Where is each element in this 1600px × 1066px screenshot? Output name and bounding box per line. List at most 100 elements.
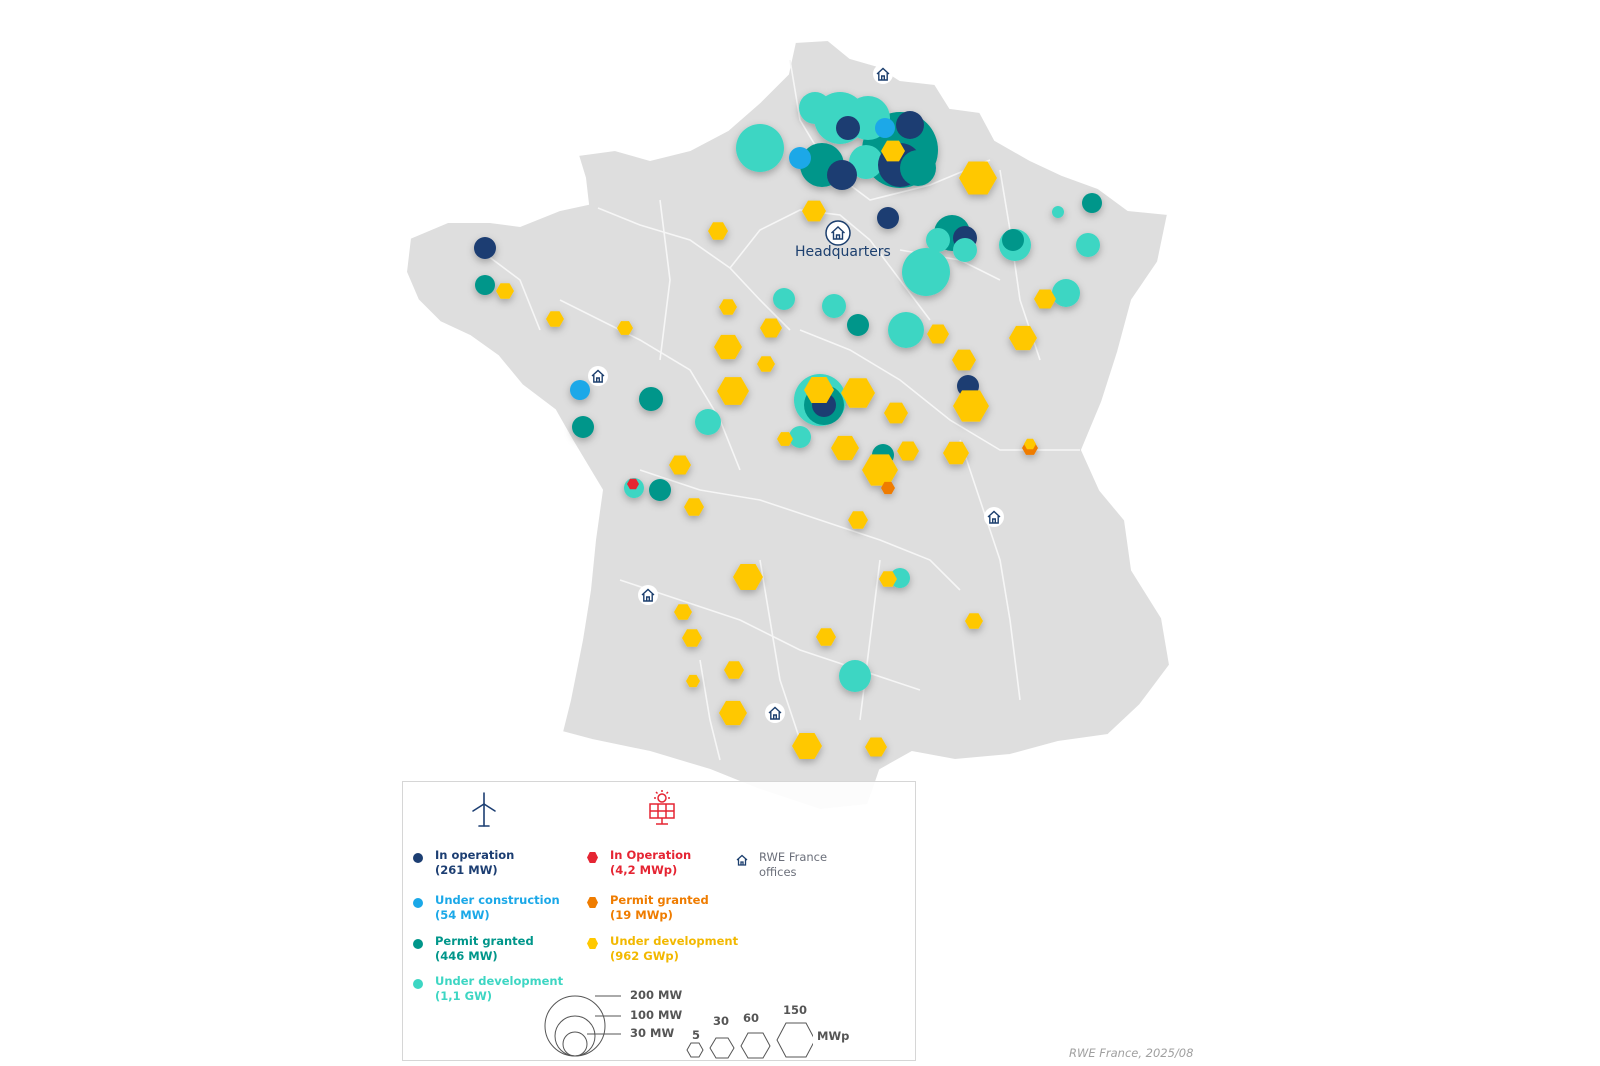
solar-project-2 xyxy=(802,200,826,222)
solar-project-8 xyxy=(760,318,782,338)
solar-project-40 xyxy=(881,481,895,495)
solar-size-unit: MWp xyxy=(817,1029,850,1043)
solar-size-150: 150 xyxy=(783,1003,808,1017)
wind-turbine-icon xyxy=(472,792,496,827)
solar-project-18 xyxy=(953,390,989,422)
wind-project-22 xyxy=(1076,233,1100,257)
wind-project-25 xyxy=(1052,279,1080,307)
solar-project-15 xyxy=(1009,325,1037,351)
wind-project-31 xyxy=(888,312,924,348)
solar-project-34 xyxy=(686,674,700,688)
solar-project-0 xyxy=(959,161,997,195)
solar-project-24 xyxy=(943,441,969,465)
wind-project-36 xyxy=(639,387,663,411)
wind-project-14 xyxy=(877,207,899,229)
wind-project-37 xyxy=(570,380,590,400)
solar-project-7 xyxy=(719,299,737,315)
legend: In operation (261 MW) Under construction(… xyxy=(402,781,916,1061)
france-outline xyxy=(404,38,1172,812)
solar-project-21 xyxy=(831,435,859,461)
solar-project-33 xyxy=(965,613,983,629)
wind-project-27 xyxy=(475,275,495,295)
solar-project-41 xyxy=(1024,438,1036,450)
solar-project-27 xyxy=(848,511,868,529)
source-note: RWE France, 2025/08 xyxy=(1069,1046,1194,1060)
solar-project-16 xyxy=(1034,289,1056,309)
solar-project-11 xyxy=(717,377,749,405)
wind-project-38 xyxy=(572,416,594,438)
solar-panel-icon xyxy=(649,790,675,825)
wind-project-44 xyxy=(890,568,910,588)
wind-project-42 xyxy=(649,479,671,501)
wind-project-13 xyxy=(875,118,895,138)
legend-solar-in-operation: In Operation (4,2 MWp) xyxy=(587,848,691,878)
wind-project-24 xyxy=(1052,206,1064,218)
solar-project-25 xyxy=(669,455,691,475)
solar-size-30: 30 xyxy=(713,1014,730,1028)
solar-project-1 xyxy=(881,140,905,162)
solar-project-3 xyxy=(708,222,728,240)
headquarters-label: Headquarters xyxy=(795,244,891,260)
office-house-icon xyxy=(638,585,658,605)
solar-project-4 xyxy=(496,283,514,299)
solar-project-20 xyxy=(777,432,793,446)
solar-project-35 xyxy=(724,661,744,679)
legend-wind-permit-granted: Permit granted (446 MW) xyxy=(413,934,534,964)
solar-project-36 xyxy=(719,700,747,726)
solar-project-17 xyxy=(952,349,976,371)
solar-project-30 xyxy=(674,604,692,620)
wind-project-12 xyxy=(827,160,857,190)
legend-solar-permit-granted: Permit granted (19 MWp) xyxy=(587,893,709,923)
headquarters-house-icon xyxy=(825,220,851,246)
solar-size-scale xyxy=(686,1022,813,1059)
solar-project-28 xyxy=(733,564,763,590)
solar-project-5 xyxy=(546,311,564,327)
wind-project-21 xyxy=(1002,229,1024,251)
wind-project-6 xyxy=(849,145,883,179)
solar-project-14 xyxy=(927,324,949,344)
wind-project-18 xyxy=(953,238,977,262)
wind-size-200: 200 MW xyxy=(630,988,683,1002)
wind-project-40 xyxy=(789,426,811,448)
office-house-icon xyxy=(765,703,785,723)
wind-project-26 xyxy=(474,237,496,259)
house-icon xyxy=(736,854,748,866)
legend-office: RWE France offices xyxy=(735,850,827,880)
solar-project-13 xyxy=(841,378,875,408)
solar-project-10 xyxy=(757,356,775,372)
legend-wind-under-development: Under development (1,1 GW) xyxy=(413,974,563,1004)
wind-project-28 xyxy=(773,288,795,310)
wind-project-3 xyxy=(799,92,831,124)
wind-project-17 xyxy=(926,228,950,252)
office-house-icon xyxy=(588,366,608,386)
solar-project-9 xyxy=(714,334,742,360)
wind-project-11 xyxy=(789,147,811,169)
solar-project-23 xyxy=(897,441,919,461)
legend-wind-in-operation: In operation (261 MW) xyxy=(413,848,514,878)
solar-project-37 xyxy=(792,733,822,759)
office-markers xyxy=(588,64,1004,723)
project-markers xyxy=(474,92,1102,759)
wind-project-30 xyxy=(847,314,869,336)
wind-project-2 xyxy=(736,124,784,172)
solar-project-22 xyxy=(862,454,898,486)
region-borders xyxy=(479,59,1080,761)
solar-project-38 xyxy=(865,737,887,757)
solar-project-42 xyxy=(627,478,639,490)
wind-project-19 xyxy=(902,248,950,296)
solar-size-5: 5 xyxy=(692,1028,701,1042)
solar-project-29 xyxy=(879,571,897,587)
wind-size-30: 30 MW xyxy=(630,1026,675,1040)
solar-project-32 xyxy=(816,628,836,646)
wind-size-scale xyxy=(544,995,621,1057)
legend-solar-under-development: Under development (962 GWp) xyxy=(587,934,738,964)
wind-project-8 xyxy=(896,111,924,139)
office-house-icon xyxy=(984,507,1004,527)
wind-project-39 xyxy=(695,409,721,435)
solar-size-60: 60 xyxy=(743,1011,760,1025)
wind-size-100: 100 MW xyxy=(630,1008,683,1022)
solar-project-26 xyxy=(684,498,704,516)
wind-project-29 xyxy=(822,294,846,318)
solar-project-31 xyxy=(682,629,702,647)
